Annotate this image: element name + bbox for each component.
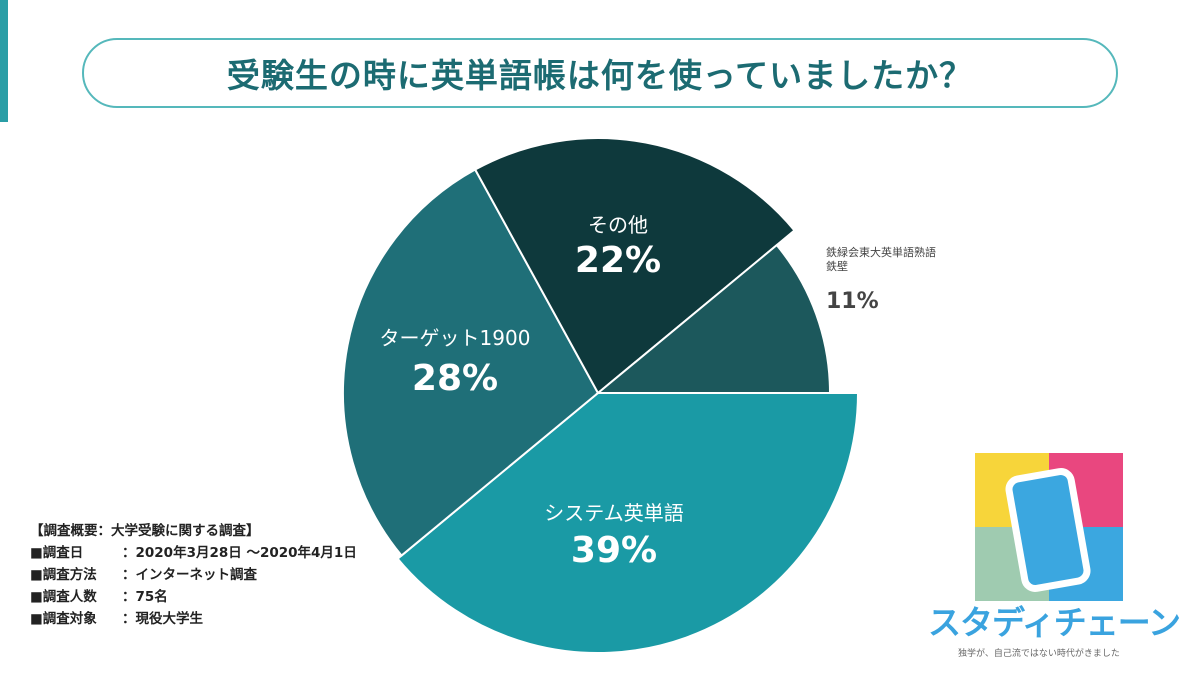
survey-row: ■調査方法 ：インターネット調査: [30, 564, 357, 586]
pie-slice: [595, 243, 832, 394]
survey-key: ■調査方法: [30, 567, 97, 583]
survey-summary: 【調査概要：大学受験に関する調査】 ■調査日 ：2020年3月28日 ～2020年…: [30, 520, 357, 630]
survey-row: ■調査対象 ：現役大学生: [30, 608, 357, 630]
slice-label: 鉄緑会東大英単語熟語: [826, 245, 936, 259]
pie-slice: [342, 168, 600, 557]
pie-slice: [473, 137, 796, 395]
survey-heading: 【調査概要：大学受験に関する調査】: [30, 523, 260, 539]
slice-value-label: 11%: [826, 289, 879, 314]
survey-value: ：2020年3月28日 ～2020年4月1日: [122, 545, 357, 561]
logo-mark: [975, 453, 1123, 601]
slice-label: その他: [588, 213, 648, 237]
accent-bar: [0, 0, 8, 122]
survey-key: ■調査日: [30, 545, 84, 561]
slice-value-label: 28%: [412, 358, 498, 399]
survey-row: ■調査人数 ：75名: [30, 586, 357, 608]
survey-key: ■調査対象: [30, 611, 97, 627]
brand-name: スタディチェーン: [928, 603, 1181, 642]
slice-label: 鉄壁: [826, 259, 848, 273]
survey-key: ■調査人数: [30, 589, 97, 605]
brand-tagline: 独学が、自己流ではない時代がきました: [958, 649, 1120, 659]
pie-slice: [396, 392, 860, 654]
survey-value: ：75名: [122, 589, 168, 605]
survey-row: ■調査日 ：2020年3月28日 ～2020年4月1日: [30, 542, 357, 564]
slice-value-label: 39%: [571, 530, 657, 571]
slice-label: システム英単語: [544, 501, 683, 525]
slice-value-label: 22%: [575, 240, 661, 281]
survey-value: ：現役大学生: [122, 611, 203, 627]
survey-value: ：インターネット調査: [122, 567, 257, 583]
slice-label: ターゲット1900: [380, 326, 531, 350]
chart-title: 受験生の時に英単語帳は何を使っていましたか？: [82, 38, 1118, 108]
